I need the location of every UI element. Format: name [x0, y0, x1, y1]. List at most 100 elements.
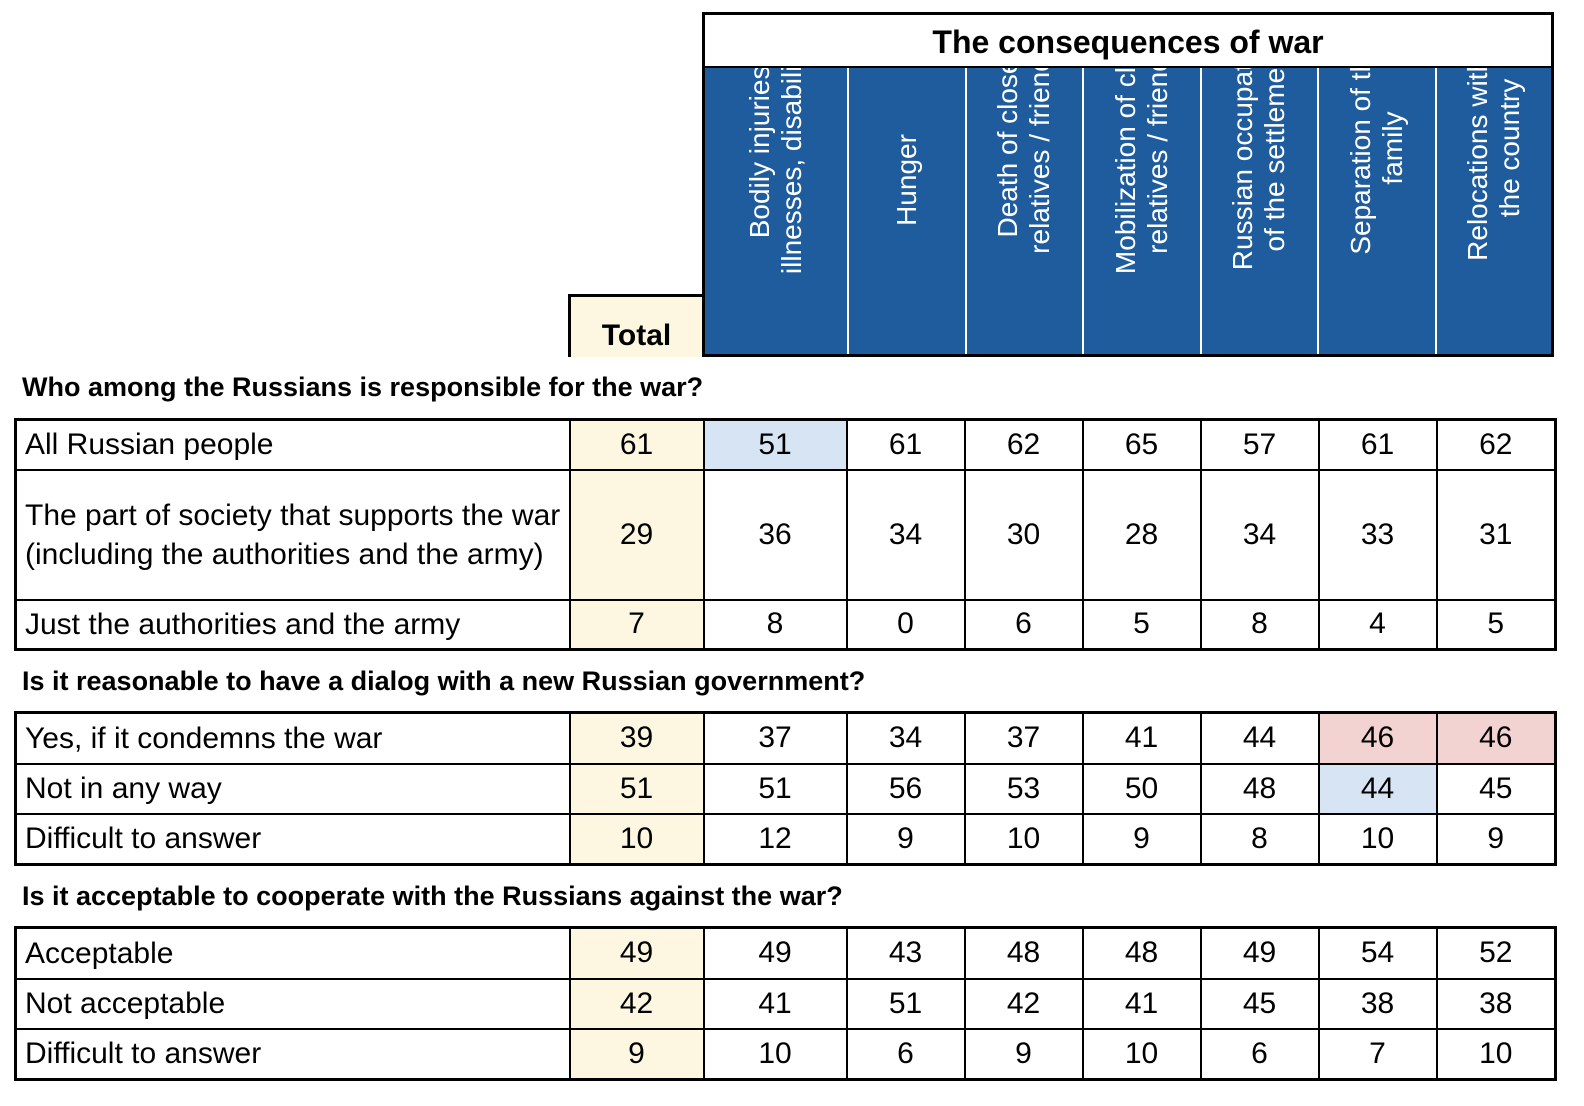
value-cell: 28 — [1081, 468, 1202, 601]
column-header-label: Bodily injuries, illnesses, disabilities — [744, 68, 808, 275]
value-cell: 49 — [702, 926, 848, 980]
value-cell: 61 — [845, 418, 966, 471]
column-header-label: Mobilization of close relatives / friend… — [1109, 68, 1173, 275]
value-cell: 8 — [702, 598, 848, 651]
value-cell: 37 — [963, 711, 1084, 765]
value-cell: 5 — [1081, 598, 1202, 651]
row-label: Just the authorities and the army — [14, 598, 571, 651]
total-cell: 9 — [568, 1027, 705, 1081]
column-header-label: Russian occupation of the settlement — [1227, 68, 1291, 271]
value-cell: 34 — [845, 711, 966, 765]
total-cell: 39 — [568, 711, 705, 765]
column-header: Bodily injuries, illnesses, disabilities — [705, 68, 847, 354]
value-cell: 48 — [1199, 762, 1320, 815]
question-table: Acceptable 49 49 43 48 48 49 54 52 Not acceptable… — [14, 926, 1557, 1081]
value-cell: 46 — [1317, 711, 1438, 765]
value-cell: 9 — [1081, 812, 1202, 866]
value-cell: 6 — [1199, 1027, 1320, 1081]
table-row: Not in any way 51 51 56 53 50 48 44 45 — [14, 762, 1557, 815]
value-cell: 9 — [1435, 812, 1557, 866]
total-cell: 10 — [568, 812, 705, 866]
value-cell: 48 — [963, 926, 1084, 980]
row-label: Yes, if it condemns the war — [14, 711, 571, 765]
value-cell: 51 — [845, 977, 966, 1030]
value-cell: 0 — [845, 598, 966, 651]
value-cell: 54 — [1317, 926, 1438, 980]
value-cell: 41 — [1081, 711, 1202, 765]
question-table: All Russian people 61 51 61 62 65 57 61 62 The pa… — [14, 418, 1557, 651]
value-cell: 51 — [702, 418, 848, 471]
column-header-label: Relocations within the country — [1461, 68, 1525, 261]
column-headers: Bodily injuries, illnesses, disabilities… — [705, 68, 1551, 354]
value-cell: 30 — [963, 468, 1084, 601]
value-cell: 12 — [702, 812, 848, 866]
value-cell: 38 — [1435, 977, 1557, 1030]
value-cell: 50 — [1081, 762, 1202, 815]
row-label: Acceptable — [14, 926, 571, 980]
value-cell: 6 — [845, 1027, 966, 1081]
total-column-header: Total — [568, 294, 702, 357]
row-label: Not acceptable — [14, 977, 571, 1030]
column-header: Russian occupation of the settlement — [1199, 68, 1317, 354]
value-cell: 10 — [1435, 1027, 1557, 1081]
column-header-label: Death of close relatives / friends — [992, 68, 1056, 254]
value-cell: 31 — [1435, 468, 1557, 601]
column-header-block: The consequences of war Bodily injuries,… — [702, 12, 1554, 357]
column-header: Relocations within the country — [1434, 68, 1551, 354]
value-cell: 42 — [963, 977, 1084, 1030]
value-cell: 48 — [1081, 926, 1202, 980]
value-cell: 62 — [1435, 418, 1557, 471]
value-cell: 51 — [702, 762, 848, 815]
column-header: Death of close relatives / friends — [964, 68, 1082, 354]
value-cell: 38 — [1317, 977, 1438, 1030]
total-cell: 42 — [568, 977, 705, 1030]
table-row: Acceptable 49 49 43 48 48 49 54 52 — [14, 926, 1557, 980]
value-cell: 41 — [1081, 977, 1202, 1030]
value-cell: 43 — [845, 926, 966, 980]
row-label: Difficult to answer — [14, 1027, 571, 1081]
table-row: Difficult to answer 9 10 6 9 10 6 7 10 — [14, 1027, 1557, 1081]
value-cell: 9 — [963, 1027, 1084, 1081]
value-cell: 7 — [1317, 1027, 1438, 1081]
value-cell: 33 — [1317, 468, 1438, 601]
total-cell: 61 — [568, 418, 705, 471]
value-cell: 57 — [1199, 418, 1320, 471]
row-label: The part of society that supports the wa… — [14, 468, 571, 601]
value-cell: 10 — [1081, 1027, 1202, 1081]
table-row: The part of society that supports the wa… — [14, 468, 1557, 601]
question-title: Is it acceptable to cooperate with the R… — [22, 881, 843, 911]
column-header: Mobilization of close relatives / friend… — [1082, 68, 1199, 354]
column-header-label: Hunger — [891, 134, 923, 226]
question-title: Is it reasonable to have a dialog with a… — [22, 666, 866, 696]
question-title: Who among the Russians is responsible fo… — [22, 372, 704, 402]
value-cell: 46 — [1435, 711, 1557, 765]
total-cell: 7 — [568, 598, 705, 651]
value-cell: 62 — [963, 418, 1084, 471]
value-cell: 56 — [845, 762, 966, 815]
value-cell: 49 — [1199, 926, 1320, 980]
value-cell: 5 — [1435, 598, 1557, 651]
value-cell: 8 — [1199, 812, 1320, 866]
value-cell: 10 — [963, 812, 1084, 866]
total-cell: 49 — [568, 926, 705, 980]
column-header: Hunger — [847, 68, 964, 354]
row-label: Not in any way — [14, 762, 571, 815]
value-cell: 36 — [702, 468, 848, 601]
value-cell: 10 — [1317, 812, 1438, 866]
table-row: Not acceptable 42 41 51 42 41 45 38 38 — [14, 977, 1557, 1030]
value-cell: 52 — [1435, 926, 1557, 980]
value-cell: 45 — [1199, 977, 1320, 1030]
value-cell: 8 — [1199, 598, 1320, 651]
value-cell: 4 — [1317, 598, 1438, 651]
value-cell: 45 — [1435, 762, 1557, 815]
value-cell: 37 — [702, 711, 848, 765]
total-cell: 51 — [568, 762, 705, 815]
value-cell: 34 — [1199, 468, 1320, 601]
value-cell: 6 — [963, 598, 1084, 651]
value-cell: 9 — [845, 812, 966, 866]
value-cell: 65 — [1081, 418, 1202, 471]
value-cell: 44 — [1199, 711, 1320, 765]
value-cell: 61 — [1317, 418, 1438, 471]
value-cell: 53 — [963, 762, 1084, 815]
